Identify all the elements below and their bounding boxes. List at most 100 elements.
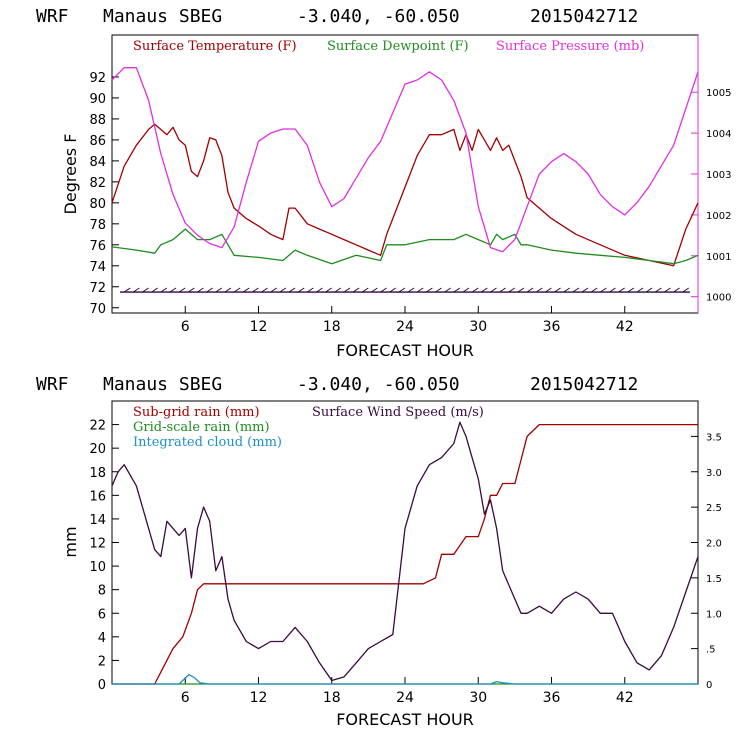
- bottom-y2-tick-label: 0: [706, 680, 712, 691]
- wind-barb-flag: [627, 287, 635, 293]
- wind-barb-flag: [535, 287, 543, 293]
- wind-barb-flag: [151, 287, 158, 293]
- wind-barb-flag: [545, 287, 552, 293]
- wind-barb-flag: [169, 287, 177, 293]
- wind-barb-flag: [499, 287, 506, 293]
- wind-barb-flag: [407, 287, 415, 293]
- bottom-y-tick-label: 18: [89, 466, 106, 481]
- top-y-tick-label: 72: [89, 281, 106, 296]
- wind-barb-flag: [215, 287, 223, 293]
- wind-barb-flag: [361, 287, 369, 293]
- wind-barb-flag: [343, 287, 351, 293]
- top-series-group: [111, 67, 699, 267]
- top-plot-frame: [111, 34, 699, 314]
- top-header-coords: -3.040, -60.050: [297, 6, 460, 27]
- top-y2-tick-label: 1002: [706, 211, 731, 222]
- bottom-y-tick-label: 12: [89, 537, 106, 552]
- bottom-x-ticks: 6 12 18 24 30 36 42: [181, 677, 634, 706]
- bottom-x-tick-label: 30: [469, 690, 487, 706]
- top-y-ticks: 70 72 74 76 78 80 82 84 86 88 90 92: [89, 71, 119, 317]
- wind-barb-flag: [453, 287, 461, 293]
- wind-barb-flag: [224, 287, 232, 293]
- series-line-surface-wind-speed-m-s: [111, 421, 699, 682]
- legend-surface-wind-speed: Surface Wind Speed (m/s): [312, 405, 484, 420]
- wind-barb-flag: [673, 287, 680, 293]
- top-panel: WRF Manaus SBEG -3.040, -60.050 20150427…: [36, 6, 731, 360]
- wind-barb-flag: [554, 287, 561, 293]
- wind-barb-flag: [133, 287, 140, 293]
- wind-barb-flag: [563, 287, 570, 293]
- legend-surface-temperature: Surface Temperature (F): [133, 39, 297, 54]
- wind-barb-flag: [371, 287, 378, 293]
- wind-barb-flag: [618, 287, 625, 293]
- top-x-axis-label: FORECAST HOUR: [336, 341, 474, 360]
- wind-barb-flag: [188, 287, 195, 293]
- wind-barb-flag: [435, 287, 442, 293]
- wind-barb-flag: [279, 287, 287, 293]
- wind-barb-flag: [142, 287, 149, 293]
- bottom-y-tick-label: 8: [98, 584, 106, 599]
- top-y-tick-label: 82: [89, 176, 106, 191]
- wind-barb-flag: [398, 287, 406, 293]
- wind-barb-flag: [178, 287, 186, 293]
- wind-barb-flag: [600, 287, 607, 293]
- wind-barb-flag: [636, 287, 644, 293]
- bottom-y2-tick-label: .5: [706, 645, 716, 656]
- top-x-ticks: 6 12 18 24 30 36 42: [181, 306, 634, 335]
- bottom-series-group: [111, 421, 699, 685]
- wind-barb-flag: [609, 287, 616, 293]
- wind-barb-flag: [526, 287, 534, 293]
- legend-integrated-cloud: Integrated cloud (mm): [133, 435, 282, 450]
- wind-barb-flag: [307, 287, 314, 293]
- bottom-y2-tick-label: 3.5: [706, 432, 722, 443]
- wind-barb-flag: [654, 287, 662, 293]
- wind-barbs: [120, 287, 690, 293]
- bottom-header-model: WRF: [36, 374, 69, 395]
- bottom-header-coords: -3.040, -60.050: [297, 374, 460, 395]
- top-y-tick-label: 80: [89, 197, 106, 212]
- bottom-x-tick-label: 6: [181, 690, 190, 706]
- wind-barb-flag: [123, 287, 131, 293]
- wind-barb-flag: [590, 287, 598, 293]
- bottom-y-tick-label: 4: [98, 631, 106, 646]
- wind-barb-flag: [490, 287, 497, 293]
- top-x-tick-label: 12: [250, 319, 268, 335]
- top-y-tick-label: 70: [89, 302, 106, 317]
- bottom-y-tick-label: 10: [89, 560, 106, 575]
- bottom-y2-tick-label: 1.0: [706, 609, 722, 620]
- wind-barb-flag: [288, 287, 296, 293]
- wind-barb-flag: [572, 287, 580, 293]
- wind-barb-flag: [316, 287, 323, 293]
- bottom-header-run: 2015042712: [530, 374, 638, 395]
- top-x-tick-label: 30: [469, 319, 487, 335]
- wind-barb-flag: [517, 287, 525, 293]
- top-y2-tick-label: 1003: [706, 170, 731, 181]
- series-line-sub-grid-rain-mm: [112, 423, 698, 685]
- top-x-tick-label: 42: [616, 319, 634, 335]
- wind-barb-flag: [325, 287, 332, 293]
- bottom-y2-tick-label: 2.0: [706, 539, 722, 550]
- wind-barb-flag: [581, 287, 589, 293]
- bottom-y2-tick-label: 3.0: [706, 468, 722, 479]
- wind-barb-flag: [380, 287, 387, 293]
- wind-barb-flag: [462, 287, 470, 293]
- bottom-y-ticks: 0 2 4 6 8 10 12 14 16 18 20 22: [89, 419, 119, 693]
- wind-barb-flag: [252, 287, 259, 293]
- top-y-axis-label: Degrees F: [61, 134, 80, 215]
- bottom-y2-tick-label: 1.5: [706, 574, 722, 585]
- wind-barb-flag: [233, 287, 241, 293]
- bottom-x-tick-label: 42: [616, 690, 634, 706]
- bottom-x-axis-label: FORECAST HOUR: [336, 710, 474, 729]
- bottom-header-station: Manaus SBEG: [103, 374, 222, 395]
- series-line-integrated-cloud-mm: [112, 673, 698, 685]
- wind-barb-flag: [197, 287, 204, 293]
- legend-surface-dewpoint: Surface Dewpoint (F): [327, 39, 469, 54]
- top-y-tick-label: 86: [89, 134, 106, 149]
- bottom-y-tick-label: 20: [89, 442, 106, 457]
- top-header-model: WRF: [36, 6, 69, 27]
- series-line-surface-pressure-mb: [111, 67, 699, 253]
- wind-barb-flag: [242, 287, 250, 293]
- wind-barb-flag: [508, 287, 516, 293]
- wind-barb-flag: [261, 287, 268, 293]
